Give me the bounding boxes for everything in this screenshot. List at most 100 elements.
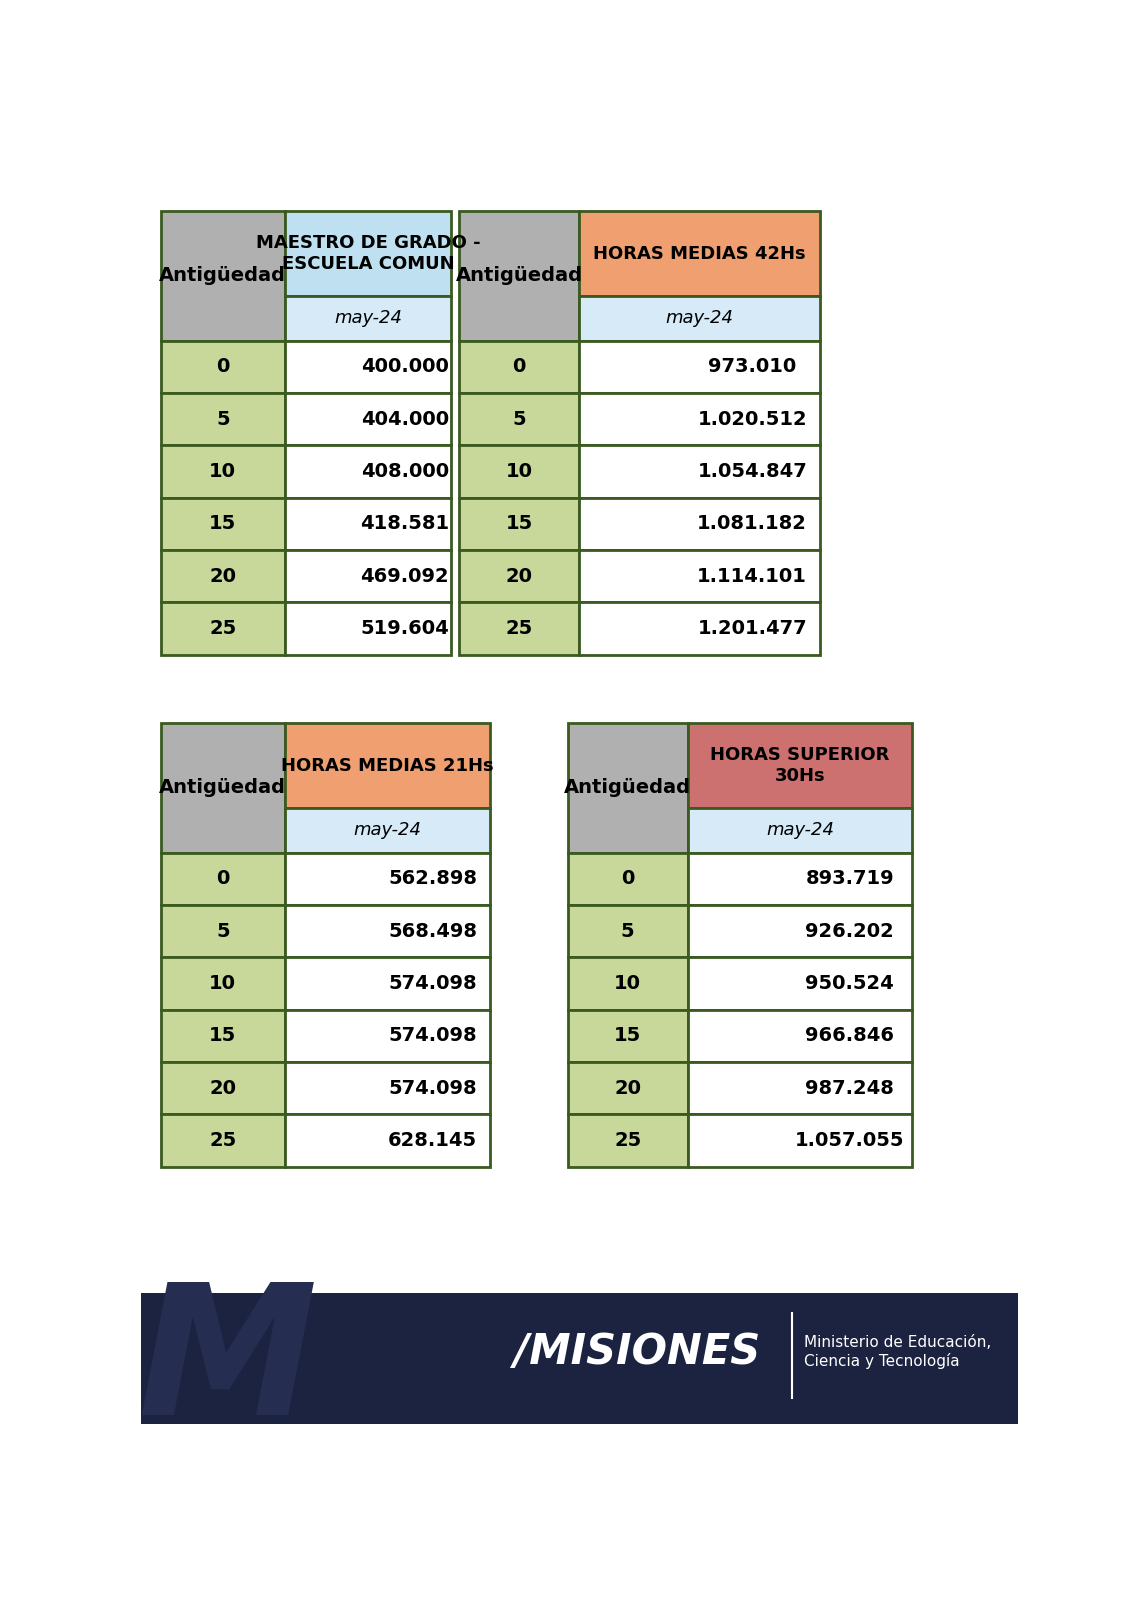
Text: 20: 20 bbox=[209, 1078, 236, 1098]
Bar bbox=[459, 341, 579, 394]
Text: 893.719: 893.719 bbox=[805, 869, 893, 888]
Bar bbox=[568, 906, 688, 957]
Text: HORAS MEDIAS 21Hs: HORAS MEDIAS 21Hs bbox=[282, 757, 494, 774]
Bar bbox=[285, 808, 490, 853]
Text: 1.020.512: 1.020.512 bbox=[698, 410, 808, 429]
Text: M: M bbox=[137, 1277, 317, 1453]
Bar bbox=[579, 296, 820, 341]
Text: may-24: may-24 bbox=[334, 309, 402, 328]
Text: may-24: may-24 bbox=[353, 821, 422, 840]
Text: 0: 0 bbox=[216, 869, 230, 888]
Bar bbox=[579, 341, 820, 394]
Text: 404.000: 404.000 bbox=[361, 410, 449, 429]
Bar bbox=[161, 550, 285, 603]
Bar bbox=[161, 1062, 285, 1115]
Text: 926.202: 926.202 bbox=[805, 922, 893, 941]
Text: 25: 25 bbox=[209, 1131, 236, 1150]
Bar bbox=[285, 853, 490, 906]
Text: 20: 20 bbox=[209, 566, 236, 586]
Text: 1.201.477: 1.201.477 bbox=[698, 619, 808, 638]
Text: 973.010: 973.010 bbox=[708, 357, 796, 376]
Text: 1.081.182: 1.081.182 bbox=[698, 514, 808, 533]
Text: 950.524: 950.524 bbox=[805, 974, 893, 994]
Bar bbox=[568, 1010, 688, 1062]
Text: 628.145: 628.145 bbox=[388, 1131, 477, 1150]
Bar bbox=[161, 723, 285, 853]
Text: 10: 10 bbox=[614, 974, 641, 994]
Bar bbox=[459, 211, 579, 341]
Bar bbox=[459, 498, 579, 550]
Bar bbox=[161, 957, 285, 1010]
Bar bbox=[285, 296, 451, 341]
Bar bbox=[688, 1010, 913, 1062]
Text: Antigüedad: Antigüedad bbox=[159, 779, 286, 797]
Bar bbox=[285, 603, 451, 654]
Bar bbox=[161, 603, 285, 654]
Bar bbox=[285, 341, 451, 394]
Bar bbox=[161, 1115, 285, 1166]
Text: Ministerio de Educación,
Ciencia y Tecnología: Ministerio de Educación, Ciencia y Tecno… bbox=[804, 1336, 991, 1370]
Text: 10: 10 bbox=[209, 462, 236, 482]
Bar bbox=[161, 906, 285, 957]
Bar bbox=[579, 603, 820, 654]
Text: 408.000: 408.000 bbox=[361, 462, 449, 482]
Text: HORAS MEDIAS 42Hs: HORAS MEDIAS 42Hs bbox=[593, 245, 805, 262]
Text: 15: 15 bbox=[614, 1027, 641, 1045]
Bar bbox=[579, 498, 820, 550]
Text: 568.498: 568.498 bbox=[388, 922, 477, 941]
Text: 15: 15 bbox=[209, 1027, 236, 1045]
Text: HORAS SUPERIOR
30Hs: HORAS SUPERIOR 30Hs bbox=[710, 746, 890, 786]
Text: MAESTRO DE GRADO -
ESCUELA COMUN: MAESTRO DE GRADO - ESCUELA COMUN bbox=[256, 234, 481, 274]
Text: 20: 20 bbox=[614, 1078, 641, 1098]
Bar bbox=[285, 498, 451, 550]
Text: 25: 25 bbox=[614, 1131, 641, 1150]
Bar bbox=[459, 394, 579, 445]
Bar bbox=[161, 445, 285, 498]
Bar bbox=[579, 445, 820, 498]
Text: 1.114.101: 1.114.101 bbox=[698, 566, 808, 586]
Bar bbox=[688, 723, 913, 808]
Bar bbox=[568, 723, 688, 853]
Text: may-24: may-24 bbox=[766, 821, 835, 840]
Bar bbox=[285, 1062, 490, 1115]
Text: 25: 25 bbox=[209, 619, 236, 638]
Bar bbox=[688, 1062, 913, 1115]
Text: 574.098: 574.098 bbox=[388, 1027, 477, 1045]
Bar bbox=[688, 853, 913, 906]
Text: 20: 20 bbox=[506, 566, 533, 586]
Text: 15: 15 bbox=[209, 514, 236, 533]
Bar bbox=[285, 550, 451, 603]
Bar bbox=[579, 211, 820, 296]
Bar bbox=[688, 1115, 913, 1166]
Text: 0: 0 bbox=[216, 357, 230, 376]
Text: 10: 10 bbox=[209, 974, 236, 994]
Bar bbox=[579, 394, 820, 445]
Bar bbox=[285, 1010, 490, 1062]
Bar bbox=[285, 957, 490, 1010]
Bar bbox=[161, 498, 285, 550]
Bar bbox=[459, 603, 579, 654]
Bar bbox=[688, 957, 913, 1010]
Text: 0: 0 bbox=[512, 357, 526, 376]
Bar bbox=[161, 211, 285, 341]
Text: 10: 10 bbox=[506, 462, 533, 482]
Bar bbox=[285, 394, 451, 445]
Text: 574.098: 574.098 bbox=[388, 974, 477, 994]
Bar bbox=[459, 445, 579, 498]
Text: 469.092: 469.092 bbox=[361, 566, 449, 586]
Bar bbox=[459, 550, 579, 603]
Text: 400.000: 400.000 bbox=[361, 357, 449, 376]
Bar bbox=[285, 723, 490, 808]
Bar bbox=[688, 808, 913, 853]
Bar bbox=[161, 1010, 285, 1062]
Text: 5: 5 bbox=[621, 922, 634, 941]
Text: Antigüedad: Antigüedad bbox=[456, 267, 582, 285]
Text: 987.248: 987.248 bbox=[805, 1078, 893, 1098]
Bar bbox=[568, 1062, 688, 1115]
Text: 5: 5 bbox=[216, 922, 230, 941]
Text: 966.846: 966.846 bbox=[805, 1027, 895, 1045]
Bar bbox=[688, 906, 913, 957]
Text: 519.604: 519.604 bbox=[361, 619, 449, 638]
Text: 1.054.847: 1.054.847 bbox=[698, 462, 808, 482]
Bar bbox=[285, 211, 451, 296]
